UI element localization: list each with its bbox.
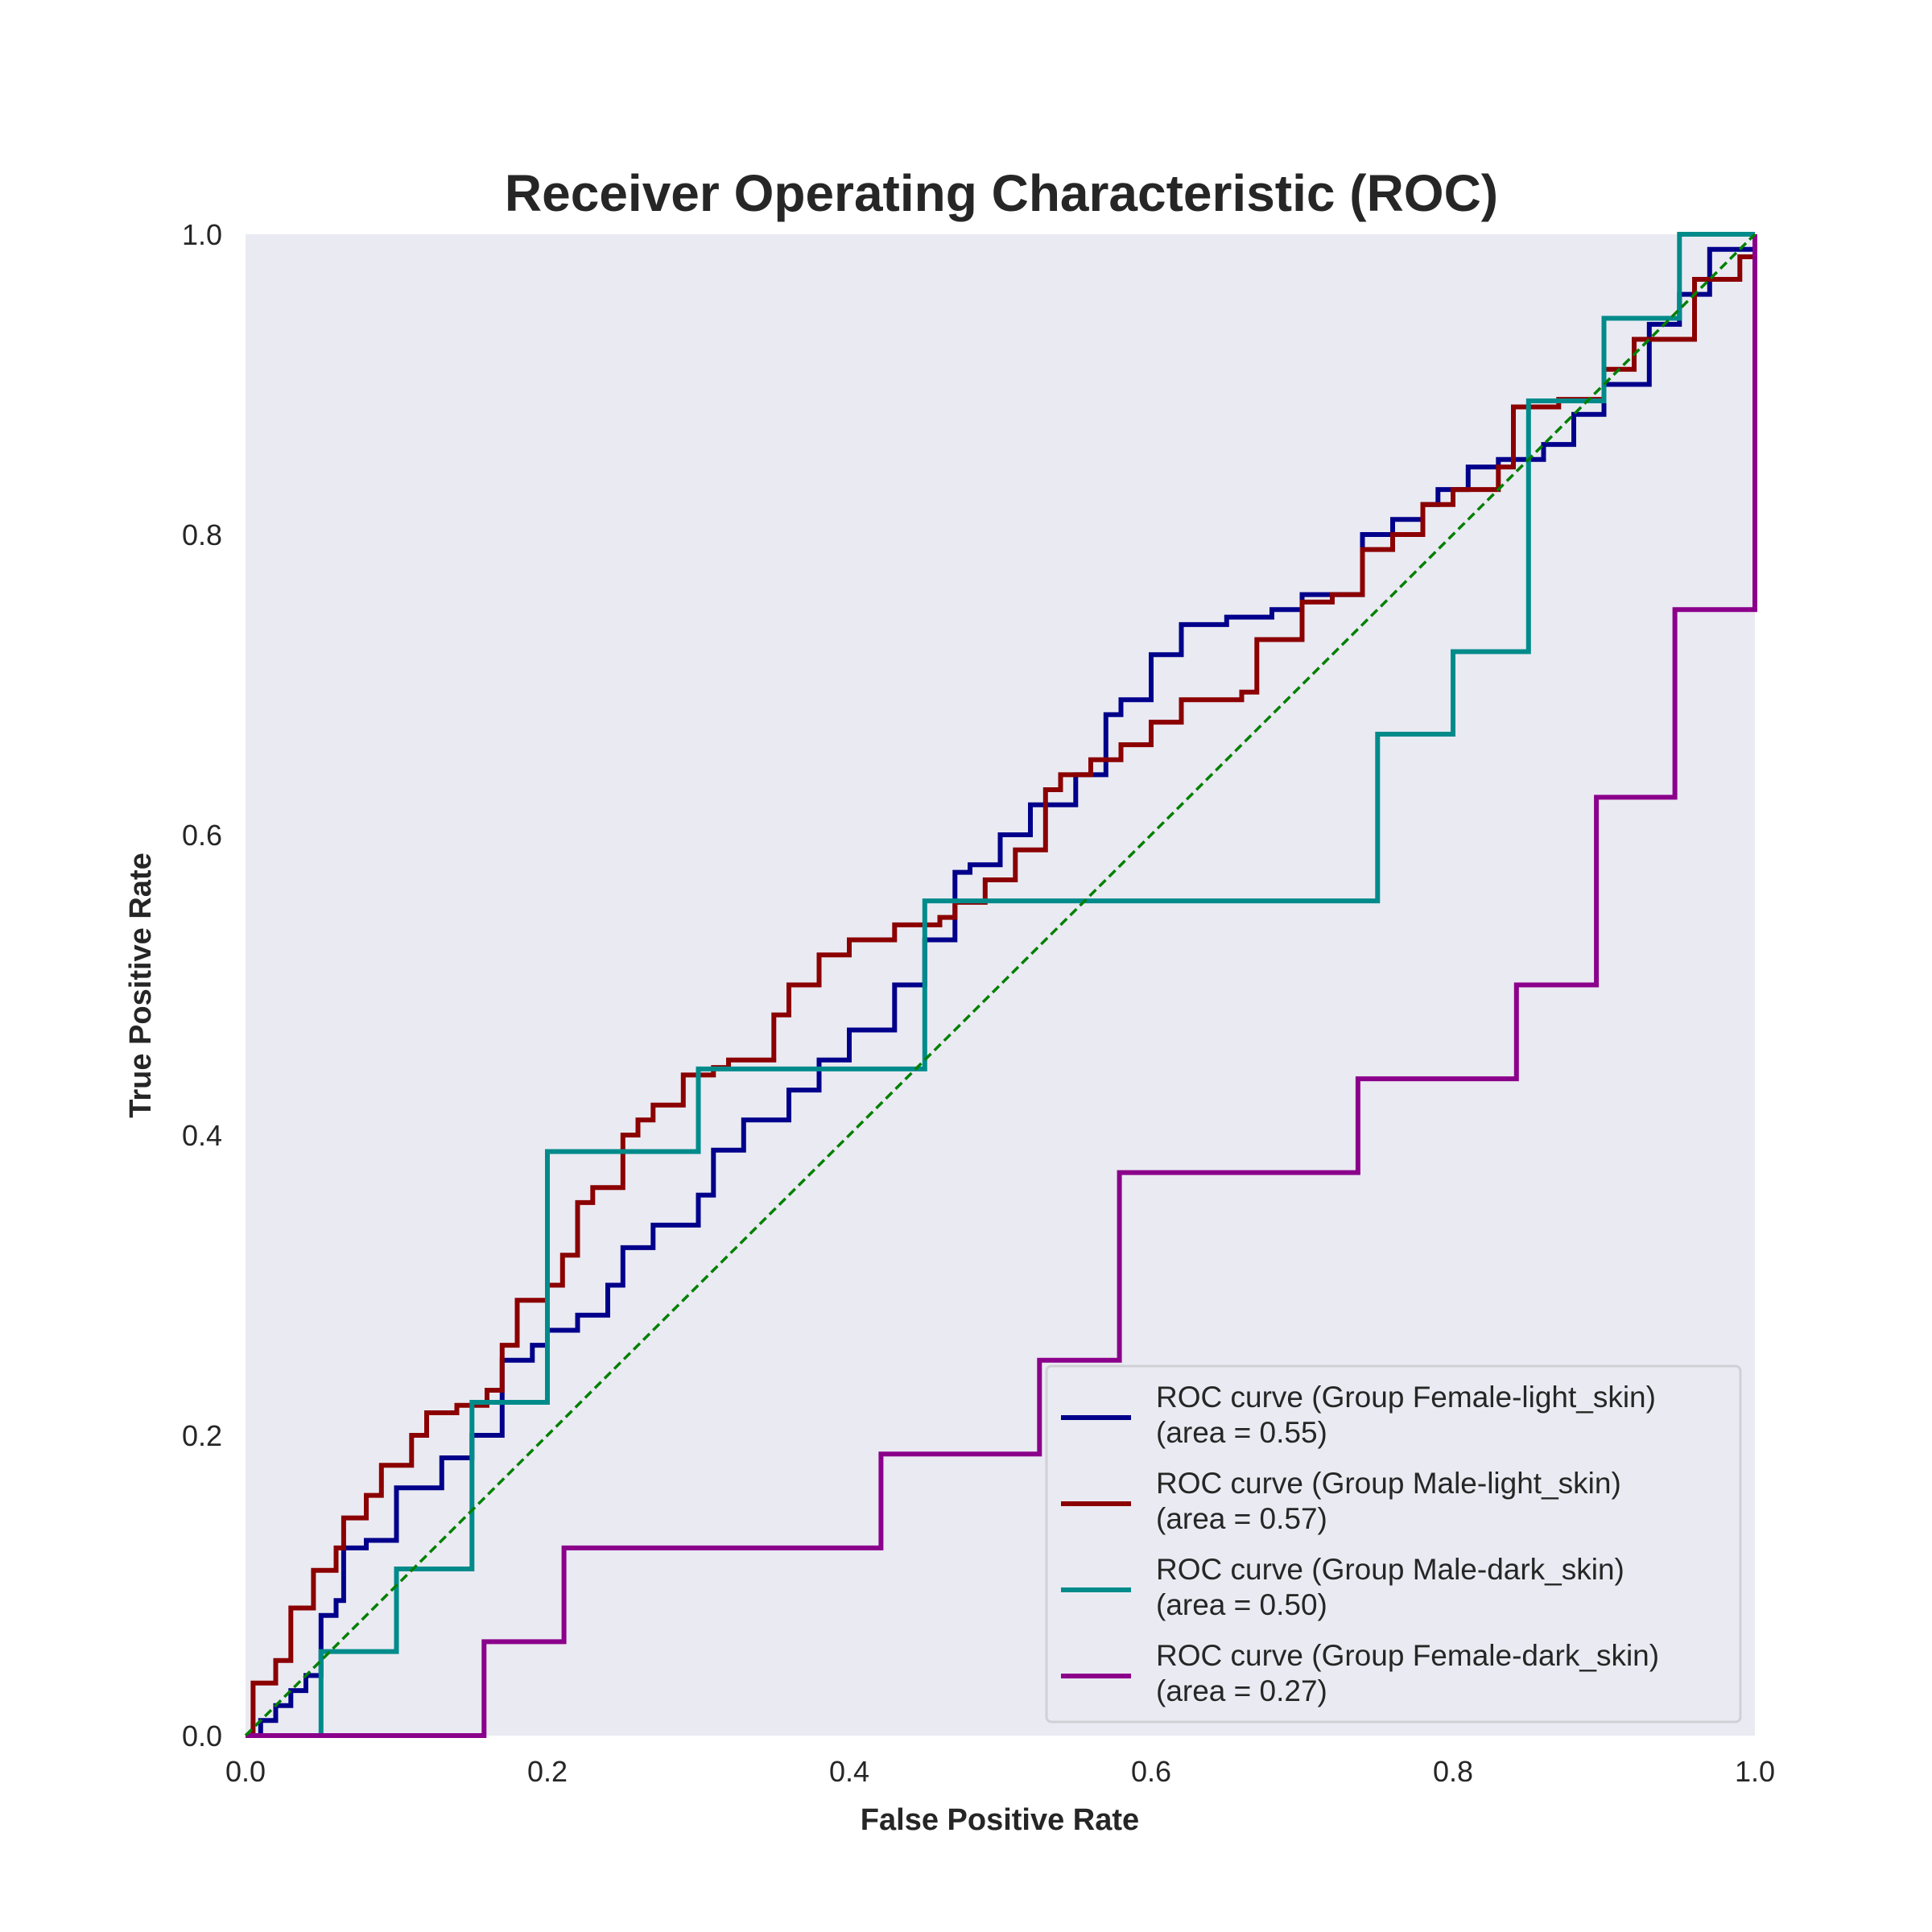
- x-tick-label: 0.8: [1433, 1755, 1473, 1788]
- chance-reference-line: [244, 233, 1757, 1737]
- legend-entry-area: (area = 0.55): [1156, 1416, 1327, 1449]
- axis-ticks: 0.0 0.2 0.4 0.6 0.8 1.0 0.0 0.2 0.4 0.6 0.8 1.0: [182, 218, 1775, 1788]
- roc-series-line: [246, 232, 1755, 1738]
- legend-entry-name: ROC curve (Group Female-dark_skin): [1156, 1639, 1659, 1672]
- roc-series-line: [246, 234, 1757, 1738]
- y-tick-label: 0.4: [182, 1119, 222, 1152]
- legend-entry-name: ROC curve (Group Female-light_skin): [1156, 1381, 1656, 1414]
- legend: ROC curve (Group Female-light_skin)(area…: [1045, 1364, 1742, 1724]
- x-axis-label: False Positive Rate: [861, 1803, 1139, 1837]
- legend-entry-area: (area = 0.57): [1156, 1502, 1327, 1535]
- x-tick-label: 0.2: [527, 1755, 568, 1788]
- legend-entry-area: (area = 0.50): [1156, 1588, 1327, 1621]
- x-tick-label: 0.6: [1131, 1755, 1171, 1788]
- y-tick-label: 0.2: [182, 1419, 222, 1452]
- legend-entry-area: (area = 0.27): [1156, 1674, 1327, 1707]
- y-tick-label: 0.0: [182, 1719, 222, 1752]
- chart-title: Receiver Operating Characteristic (ROC): [505, 164, 1498, 222]
- plot-lines: [244, 232, 1757, 1738]
- y-tick-label: 0.8: [182, 518, 222, 551]
- legend-entry-name: ROC curve (Group Male-light_skin): [1156, 1467, 1621, 1500]
- x-tick-label: 1.0: [1735, 1755, 1775, 1788]
- legend-box: [1045, 1364, 1742, 1724]
- y-axis-label: True Positive Rate: [124, 852, 158, 1117]
- x-tick-label: 0.0: [225, 1755, 266, 1788]
- y-tick-label: 0.6: [182, 819, 222, 852]
- x-tick-label: 0.4: [829, 1755, 869, 1788]
- y-tick-label: 1.0: [182, 218, 222, 251]
- roc-series-line: [246, 234, 1757, 1738]
- legend-entry-name: ROC curve (Group Male-dark_skin): [1156, 1553, 1624, 1586]
